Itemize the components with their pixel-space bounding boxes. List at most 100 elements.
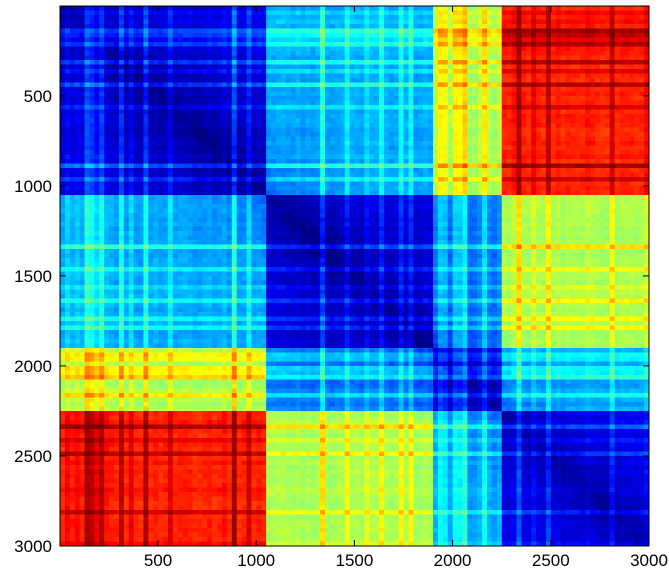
heatmap-cell (325, 168, 331, 174)
heatmap-cell (457, 109, 464, 115)
heatmap-cell (560, 42, 567, 48)
heatmap-cell (398, 82, 405, 88)
heatmap-cell (521, 127, 527, 133)
heatmap-cell (437, 69, 444, 75)
heatmap-cell (123, 37, 130, 43)
heatmap-cell (64, 51, 71, 57)
heatmap-cell (364, 6, 370, 12)
heatmap-cell (487, 150, 493, 156)
heatmap-cell (290, 100, 297, 106)
heatmap-cell (491, 141, 498, 147)
heatmap-cell (109, 46, 115, 52)
heatmap-cell (349, 96, 356, 102)
heatmap-cell (153, 190, 159, 196)
heatmap-cell (192, 78, 199, 84)
heatmap-cell (295, 100, 302, 106)
heatmap-cell (418, 168, 424, 174)
heatmap-cell (496, 172, 503, 178)
heatmap-cell (413, 127, 419, 133)
heatmap-cell (604, 132, 611, 138)
heatmap-cell (506, 60, 513, 66)
heatmap-cell (541, 37, 547, 43)
heatmap-cell (64, 190, 71, 196)
heatmap-cell (501, 159, 508, 165)
heatmap-cell (487, 109, 493, 115)
heatmap-cell (447, 168, 454, 174)
heatmap-cell (261, 24, 267, 30)
heatmap-cell (113, 73, 120, 79)
heatmap-cell (491, 42, 498, 48)
heatmap-cell (570, 150, 576, 156)
heatmap-cell (369, 51, 375, 57)
heatmap-cell (339, 24, 346, 30)
heatmap-cell (487, 42, 493, 48)
heatmap-cell (266, 172, 272, 178)
heatmap-cell (182, 172, 189, 178)
heatmap-cell (555, 136, 562, 142)
heatmap-cell (271, 37, 277, 43)
heatmap-cell (138, 28, 145, 34)
heatmap-cell (113, 19, 120, 25)
heatmap-cell (344, 186, 351, 192)
heatmap-cell (167, 82, 174, 88)
heatmap-cell (413, 46, 419, 52)
heatmap-cell (109, 181, 115, 187)
heatmap-cell (290, 145, 297, 151)
heatmap-cell (266, 150, 272, 156)
heatmap-cell (231, 118, 238, 124)
heatmap-cell (374, 114, 380, 120)
heatmap-cell (221, 114, 228, 120)
heatmap-cell (408, 51, 414, 57)
heatmap-cell (158, 105, 164, 111)
heatmap-cell (442, 105, 449, 111)
heatmap-cell (457, 168, 464, 174)
heatmap-cell (614, 55, 621, 61)
heatmap-cell (74, 60, 81, 66)
heatmap-cell (433, 24, 439, 30)
heatmap-cell (644, 24, 649, 30)
heatmap-cell (609, 132, 616, 138)
heatmap-cell (138, 186, 145, 192)
heatmap-cell (585, 123, 591, 129)
heatmap-cell (614, 109, 621, 115)
heatmap-cell (290, 154, 297, 160)
heatmap-cell (516, 177, 522, 183)
heatmap-cell (89, 28, 95, 34)
heatmap-cell (437, 60, 444, 66)
heatmap-cell (403, 114, 410, 120)
heatmap-cell (280, 172, 287, 178)
heatmap-cell (334, 177, 341, 183)
heatmap-cell (261, 159, 267, 165)
heatmap-cell (99, 168, 105, 174)
heatmap-cell (163, 19, 169, 25)
heatmap-cell (172, 100, 179, 106)
heatmap-cell (133, 123, 140, 129)
heatmap-cell (560, 141, 567, 147)
heatmap-cell (305, 109, 311, 115)
heatmap-cell (374, 132, 380, 138)
heatmap-cell (128, 24, 135, 30)
heatmap-cell (187, 73, 194, 79)
heatmap-cell (89, 78, 95, 84)
heatmap-cell (153, 123, 159, 129)
heatmap-cell (241, 42, 248, 48)
heatmap-cell (619, 24, 626, 30)
heatmap-cell (364, 64, 370, 70)
heatmap-cell (295, 127, 302, 133)
heatmap-cell (565, 15, 572, 21)
heatmap-cell (595, 82, 601, 88)
heatmap-cell (118, 69, 125, 75)
heatmap-cell (501, 6, 508, 12)
heatmap-cell (89, 105, 95, 111)
heatmap-cell (79, 24, 86, 30)
heatmap-cell (261, 60, 267, 66)
heatmap-cell (599, 64, 606, 70)
heatmap-cell (560, 114, 567, 120)
heatmap-cell (590, 24, 596, 30)
heatmap-cell (109, 69, 115, 75)
heatmap-cell (138, 10, 145, 16)
heatmap-cell (565, 82, 572, 88)
heatmap-cell (604, 64, 611, 70)
heatmap-cell (177, 145, 184, 151)
heatmap-cell (261, 64, 267, 70)
